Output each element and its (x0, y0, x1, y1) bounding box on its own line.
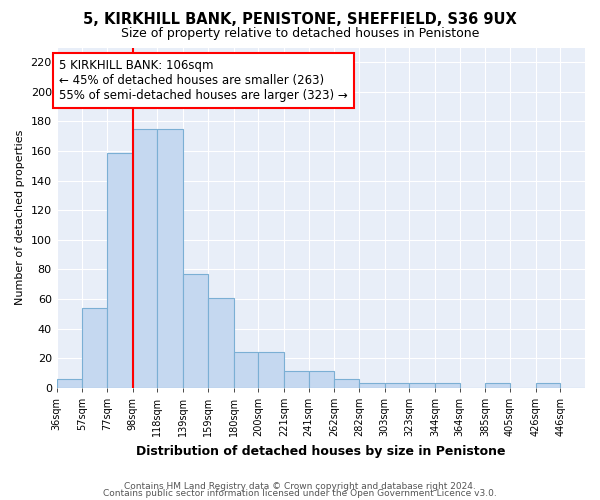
Bar (485, 384, 510, 388)
Bar (435, 384, 460, 388)
Bar (133, 129, 157, 388)
Bar (359, 384, 385, 388)
Bar (233, 352, 258, 388)
Text: 5 KIRKHILL BANK: 106sqm
← 45% of detached houses are smaller (263)
55% of semi-d: 5 KIRKHILL BANK: 106sqm ← 45% of detache… (59, 60, 348, 102)
Text: Contains HM Land Registry data © Crown copyright and database right 2024.: Contains HM Land Registry data © Crown c… (124, 482, 476, 491)
Bar (536, 384, 560, 388)
Bar (107, 152, 133, 388)
Text: 5, KIRKHILL BANK, PENISTONE, SHEFFIELD, S36 9UX: 5, KIRKHILL BANK, PENISTONE, SHEFFIELD, … (83, 12, 517, 28)
Text: Size of property relative to detached houses in Penistone: Size of property relative to detached ho… (121, 28, 479, 40)
Bar (258, 352, 284, 388)
Bar (284, 372, 308, 388)
Y-axis label: Number of detached properties: Number of detached properties (15, 130, 25, 306)
Bar (385, 384, 409, 388)
Bar (409, 384, 435, 388)
Bar (82, 308, 107, 388)
X-axis label: Distribution of detached houses by size in Penistone: Distribution of detached houses by size … (136, 444, 506, 458)
Bar (157, 129, 183, 388)
Bar (334, 379, 359, 388)
Bar (56, 379, 82, 388)
Text: Contains public sector information licensed under the Open Government Licence v3: Contains public sector information licen… (103, 489, 497, 498)
Bar (208, 298, 233, 388)
Bar (183, 274, 208, 388)
Bar (308, 372, 334, 388)
